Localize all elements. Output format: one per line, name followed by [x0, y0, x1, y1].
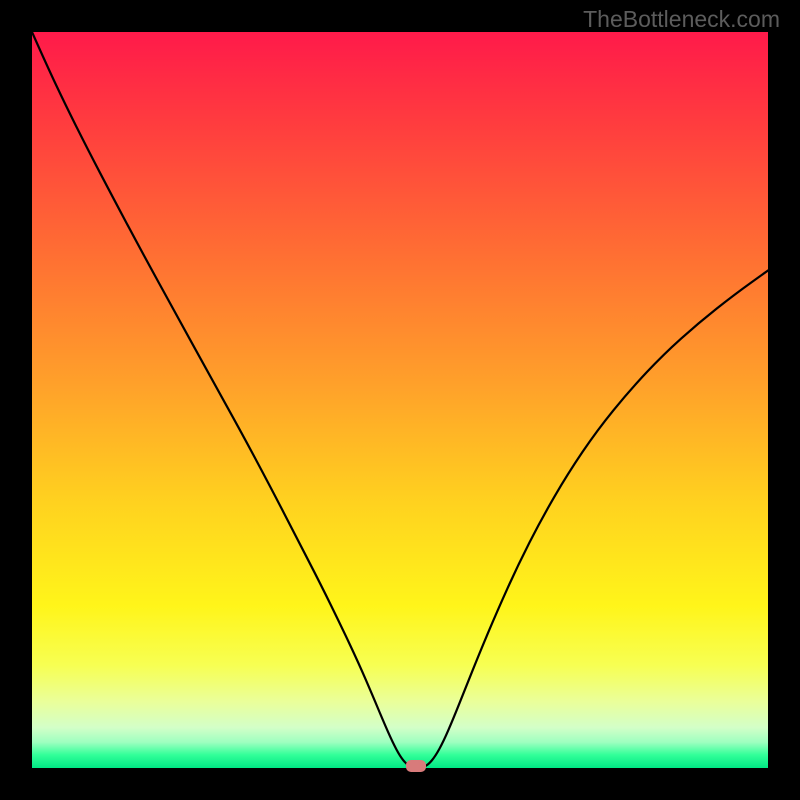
- bottleneck-curve: [32, 32, 768, 768]
- watermark-text: TheBottleneck.com: [583, 6, 780, 33]
- bottleneck-curve-path: [32, 32, 768, 768]
- plot-area: [32, 32, 768, 768]
- chart-stage: TheBottleneck.com: [0, 0, 800, 800]
- optimum-marker: [406, 760, 426, 772]
